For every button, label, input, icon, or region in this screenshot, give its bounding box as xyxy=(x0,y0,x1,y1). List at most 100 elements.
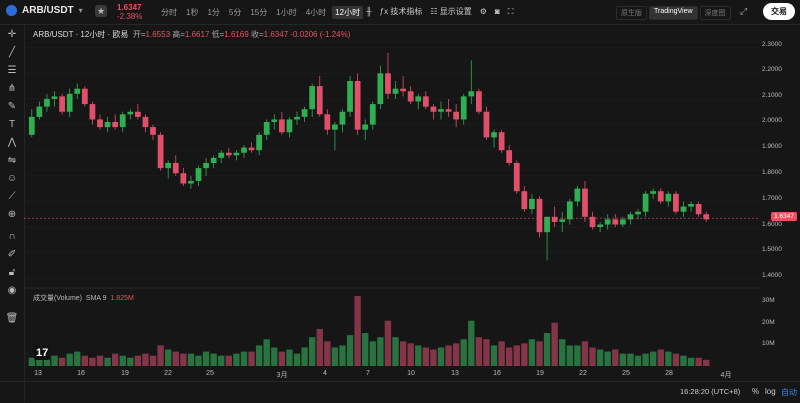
volume-bar xyxy=(619,353,627,366)
interval-5m[interactable]: 5分 xyxy=(228,8,242,17)
candle-body xyxy=(506,150,513,163)
candle-body xyxy=(498,132,505,151)
time-axis[interactable]: 13 16 19 22 25 3月 4 7 10 13 16 19 22 25 … xyxy=(24,369,760,381)
interval-15m[interactable]: 15分 xyxy=(250,8,268,17)
emoji-icon[interactable]: ☺ xyxy=(6,173,18,184)
price-axis[interactable]: 2.3000 2.2000 2.1000 2.0000 1.9000 1.800… xyxy=(760,24,800,369)
interval-4h[interactable]: 4小时 xyxy=(305,8,327,17)
x-tick: 25 xyxy=(622,370,630,377)
candle-body xyxy=(559,219,566,222)
interval-1m[interactable]: 1分 xyxy=(207,8,220,17)
candle-body xyxy=(453,111,460,120)
volume-bar xyxy=(627,353,634,366)
volume-title: 成交量(Volume) xyxy=(33,295,83,302)
display-settings-button[interactable]: ☷ 显示设置 xyxy=(430,7,472,16)
candle-body xyxy=(339,111,346,125)
x-tick: 22 xyxy=(579,370,587,377)
pattern-icon[interactable]: ⋀ xyxy=(7,137,17,148)
interval-1s[interactable]: 1秒 xyxy=(186,8,199,17)
lock-icon[interactable]: 🔓︎ xyxy=(8,267,16,278)
percent-toggle[interactable]: % xyxy=(752,387,760,396)
volume-bar xyxy=(293,353,301,366)
volume-bar xyxy=(165,349,172,366)
volume-bar xyxy=(687,357,695,366)
volume-bar xyxy=(248,351,255,366)
magnet-icon[interactable]: ∩ xyxy=(8,231,16,242)
y-tick: 1.7000 xyxy=(762,195,782,202)
candle-body xyxy=(400,88,406,92)
candle-body xyxy=(210,157,217,163)
fullscreen-icon[interactable]: ⛶ xyxy=(507,6,514,16)
candle-type-icon[interactable]: ╫ xyxy=(366,7,372,16)
candle-body xyxy=(316,86,323,115)
trade-button[interactable]: 交易 xyxy=(763,3,795,20)
candle-body xyxy=(422,96,429,107)
candle-body xyxy=(635,211,641,215)
trash-icon[interactable]: 🗑︎ xyxy=(5,313,19,324)
symbol-selector[interactable]: ARB/USDT ▾ xyxy=(6,5,83,16)
candle-body xyxy=(66,93,73,112)
candle-body xyxy=(566,201,573,220)
prediction-icon[interactable]: ⇋ xyxy=(7,155,17,166)
interval-time[interactable]: 分时 xyxy=(161,8,177,17)
volume-bar xyxy=(202,351,210,366)
candle-body xyxy=(544,216,550,233)
chart-tools: ╫ ƒx 技术指标 ☷ 显示设置 ⚙ ◙ ⛶ xyxy=(366,6,513,17)
candle-body xyxy=(513,163,520,192)
candle-body xyxy=(248,147,255,151)
view-depth[interactable]: 深度图 xyxy=(699,6,731,20)
x-tick: 16 xyxy=(77,370,85,377)
volume-bar xyxy=(415,345,422,366)
trend-line-icon[interactable]: ╱ xyxy=(8,47,16,58)
favorite-star-icon[interactable]: ★ xyxy=(95,5,107,17)
indicators-button[interactable]: ƒx 技术指标 xyxy=(379,7,423,16)
y-tick: 2.2000 xyxy=(762,66,782,73)
log-toggle[interactable]: log xyxy=(765,387,776,396)
expand-icon[interactable]: ⤢ xyxy=(740,6,748,16)
candle-body xyxy=(377,73,384,105)
volume-bar xyxy=(543,333,551,366)
auto-toggle[interactable]: 自动 xyxy=(781,388,797,397)
eye-icon[interactable]: ◉ xyxy=(7,285,17,296)
top-toolbar: ARB/USDT ▾ ★ 1.6347 -2.38% 分时 1秒 1分 5分 1… xyxy=(0,0,800,25)
candle-body xyxy=(347,81,353,112)
ruler-icon[interactable]: ⟋ xyxy=(8,191,16,202)
volume-tick: 10M xyxy=(762,340,775,347)
x-tick: 10 xyxy=(407,370,415,377)
candle-body xyxy=(604,219,611,225)
bottom-bar xyxy=(0,381,800,403)
settings-gear-icon[interactable]: ⚙ xyxy=(479,7,487,16)
interval-12h[interactable]: 12小时 xyxy=(332,6,364,19)
horizontal-lines-icon[interactable]: ☰ xyxy=(7,65,17,76)
lock-drawing-icon[interactable]: ✐ xyxy=(7,249,17,260)
candle-body xyxy=(241,147,247,153)
candle-body xyxy=(119,114,126,128)
candle-body xyxy=(430,106,437,112)
candle-body xyxy=(551,216,558,222)
pitchfork-icon[interactable]: ⋔ xyxy=(7,83,17,94)
candle-body xyxy=(225,152,232,156)
crosshair-icon[interactable]: ✛ xyxy=(7,29,17,40)
y-tick: 2.0000 xyxy=(762,117,782,124)
view-native[interactable]: 原生版 xyxy=(616,6,647,20)
volume-bar xyxy=(225,355,232,366)
candle-body xyxy=(172,163,179,174)
candle-body xyxy=(574,188,581,202)
ohlc-legend: ARB/USDT · 12小时 · 欧易 开=1.6553 高=1.6617 低… xyxy=(33,30,351,39)
view-tradingview[interactable]: TradingView xyxy=(649,6,698,20)
candle-body xyxy=(233,152,240,156)
tradingview-logo[interactable]: 17 xyxy=(34,346,51,360)
camera-icon[interactable]: ◙ xyxy=(494,7,500,16)
volume-bar xyxy=(255,345,263,366)
volume-bar xyxy=(399,341,407,366)
candle-body xyxy=(529,198,535,210)
brush-icon[interactable]: ✎ xyxy=(7,101,17,112)
candle-body xyxy=(392,88,399,94)
zoom-in-icon[interactable]: ⊕ xyxy=(7,209,17,220)
candle-body xyxy=(256,134,263,151)
volume-bar xyxy=(581,341,589,366)
text-icon[interactable]: T xyxy=(8,119,16,130)
interval-1h[interactable]: 1小时 xyxy=(276,8,297,17)
volume-bar xyxy=(240,351,248,366)
